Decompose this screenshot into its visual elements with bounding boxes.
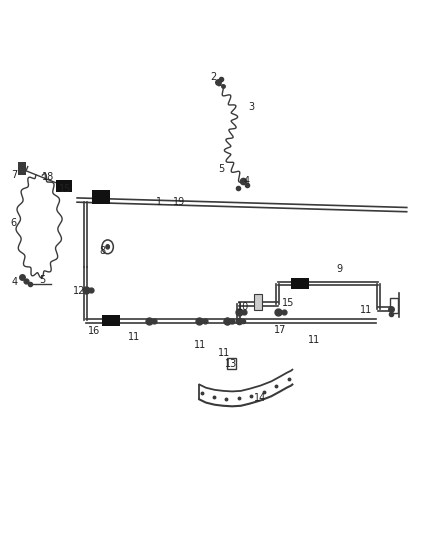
Text: 8: 8 bbox=[99, 246, 105, 255]
Text: 17: 17 bbox=[274, 325, 286, 335]
Text: 11: 11 bbox=[308, 335, 320, 345]
Text: 11: 11 bbox=[194, 340, 206, 350]
Bar bbox=[254, 294, 262, 310]
Text: 1: 1 bbox=[155, 197, 162, 207]
Text: 14: 14 bbox=[254, 393, 266, 403]
Text: 16: 16 bbox=[88, 326, 100, 336]
Text: 15: 15 bbox=[282, 297, 294, 308]
Text: 11: 11 bbox=[128, 332, 140, 342]
Circle shape bbox=[106, 245, 110, 249]
Text: 11: 11 bbox=[360, 305, 373, 315]
Text: 4: 4 bbox=[244, 176, 250, 186]
Text: 6: 6 bbox=[11, 218, 17, 228]
Bar bbox=[227, 358, 237, 368]
Text: 13: 13 bbox=[225, 359, 237, 369]
Text: 10: 10 bbox=[237, 302, 249, 312]
Bar bbox=[390, 298, 398, 313]
Text: 12: 12 bbox=[73, 286, 85, 296]
Text: 19: 19 bbox=[173, 197, 185, 207]
Text: 3: 3 bbox=[249, 102, 255, 112]
Text: 2: 2 bbox=[210, 72, 216, 82]
Text: 18: 18 bbox=[42, 172, 54, 182]
Text: 4: 4 bbox=[11, 278, 18, 287]
Text: 15: 15 bbox=[59, 184, 71, 195]
Text: 11: 11 bbox=[218, 348, 230, 358]
Bar bbox=[92, 190, 110, 204]
Bar bbox=[290, 278, 309, 289]
Bar bbox=[56, 180, 72, 191]
Bar bbox=[18, 162, 26, 174]
Text: 5: 5 bbox=[39, 275, 45, 285]
Text: 9: 9 bbox=[336, 264, 342, 273]
Bar bbox=[102, 315, 120, 326]
Text: 5: 5 bbox=[219, 164, 225, 174]
Text: 7: 7 bbox=[11, 170, 18, 180]
